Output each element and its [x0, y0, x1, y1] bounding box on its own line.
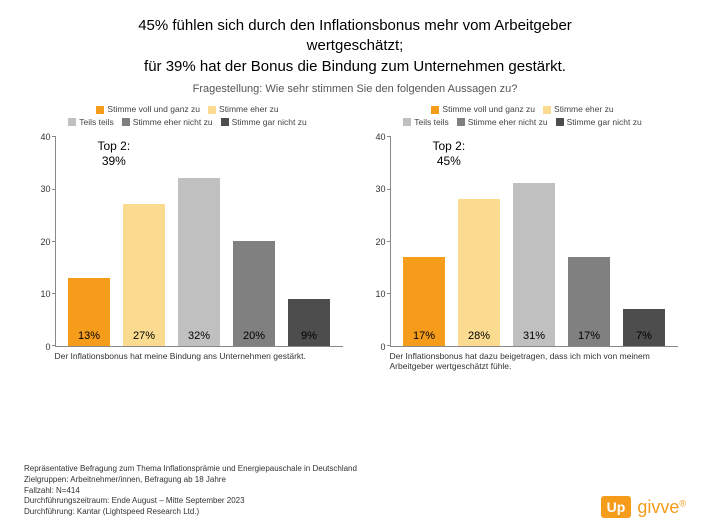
y-axis: 010203040	[368, 137, 390, 347]
legend-item: Stimme eher nicht zu	[122, 116, 213, 129]
footnotes: Repräsentative Befragung zum Thema Infla…	[24, 464, 686, 518]
title-line-2: wertgeschätzt;	[307, 37, 404, 54]
y-tick-label: 30	[40, 184, 50, 194]
legend-label: Stimme gar nicht zu	[232, 117, 307, 127]
brand-logo: Up givve®	[601, 496, 686, 518]
brand-givve-wrap: givve®	[637, 497, 686, 518]
charts-container: Stimme voll und ganz zu Stimme eher zu Tei…	[0, 103, 710, 373]
bar-value-label: 32%	[178, 330, 220, 342]
legend-item: Stimme gar nicht zu	[221, 116, 307, 129]
bars-group: 17% 28% 31% 17% 7%	[391, 137, 678, 346]
title-line-3: für 39% hat der Bonus die Bindung zum Un…	[144, 58, 566, 75]
footnote-line: Repräsentative Befragung zum Thema Infla…	[24, 464, 686, 475]
bar-value-label: 13%	[68, 330, 110, 342]
legend-label: Teils teils	[414, 117, 448, 127]
footer: Repräsentative Befragung zum Thema Infla…	[24, 464, 686, 518]
y-tick-label: 30	[375, 184, 385, 194]
bar: 28%	[458, 199, 500, 346]
legend-item: Stimme voll und ganz zu	[431, 103, 535, 116]
legend-label: Stimme voll und ganz zu	[107, 104, 200, 114]
bar-value-label: 27%	[123, 330, 165, 342]
legend-item: Stimme eher zu	[543, 103, 614, 116]
bar: 32%	[178, 178, 220, 346]
legend-item: Stimme eher nicht zu	[457, 116, 548, 129]
bar: 31%	[513, 183, 555, 346]
bar: 7%	[623, 309, 665, 346]
legend-swatch	[208, 106, 216, 114]
legend-item: Teils teils	[68, 116, 113, 129]
y-tick-label: 10	[40, 289, 50, 299]
bar: 20%	[233, 241, 275, 346]
y-tick-label: 0	[380, 342, 385, 352]
bar-value-label: 31%	[513, 330, 555, 342]
legend-swatch	[96, 106, 104, 114]
y-tick-label: 40	[40, 132, 50, 142]
bar: 17%	[403, 257, 445, 346]
brand-reg: ®	[679, 498, 686, 508]
legend-label: Stimme eher nicht zu	[468, 117, 548, 127]
legend: Stimme voll und ganz zu Stimme eher zu Tei…	[33, 103, 343, 133]
legend-label: Stimme eher zu	[219, 104, 279, 114]
y-tick-label: 40	[375, 132, 385, 142]
plot: Top 2: 39% 13%27%32%20%9%	[55, 137, 343, 347]
bar-value-label: 20%	[233, 330, 275, 342]
legend-swatch	[543, 106, 551, 114]
y-tick-label: 10	[375, 289, 385, 299]
bar-value-label: 28%	[458, 330, 500, 342]
legend-item: Stimme voll und ganz zu	[96, 103, 200, 116]
x-axis-label: Der Inflationsbonus hat dazu beigetragen…	[368, 351, 678, 373]
y-axis: 010203040	[33, 137, 55, 347]
legend-swatch	[431, 106, 439, 114]
y-tick-label: 20	[375, 237, 385, 247]
bar-value-label: 7%	[623, 330, 665, 342]
legend-item: Stimme gar nicht zu	[556, 116, 642, 129]
bar: 27%	[123, 204, 165, 346]
brand-up: Up	[601, 496, 632, 518]
plot-area: 010203040 Top 2: 39% 13%27%32%20%9%	[33, 137, 343, 347]
bar: 13%	[68, 278, 110, 346]
footnote-line: Zielgruppen: Arbeitnehmer/innen, Befragu…	[24, 475, 686, 486]
legend-item: Stimme eher zu	[208, 103, 279, 116]
legend-label: Stimme eher zu	[554, 104, 614, 114]
bars-group: 13% 27% 32% 20% 9%	[56, 137, 343, 346]
bar-value-label: 17%	[568, 330, 610, 342]
legend-swatch	[556, 118, 564, 126]
y-tick-label: 20	[40, 237, 50, 247]
bar-chart: Stimme voll und ganz zu Stimme eher zu Tei…	[368, 103, 678, 373]
bar-chart: Stimme voll und ganz zu Stimme eher zu Tei…	[33, 103, 343, 373]
brand-givve: givve	[637, 497, 679, 517]
footnote-line: Durchführung: Kantar (Lightspeed Researc…	[24, 507, 686, 518]
subtitle: Fragestellung: Wie sehr stimmen Sie den …	[0, 83, 710, 95]
bar: 17%	[568, 257, 610, 346]
footnote-line: Fallzahl: N=414	[24, 486, 686, 497]
legend-label: Stimme voll und ganz zu	[442, 104, 535, 114]
legend-label: Stimme eher nicht zu	[133, 117, 213, 127]
y-tick-label: 0	[45, 342, 50, 352]
plot: Top 2: 45% 17%28%31%17%7%	[390, 137, 678, 347]
legend-item: Teils teils	[403, 116, 448, 129]
bar: 9%	[288, 299, 330, 346]
legend-label: Teils teils	[79, 117, 113, 127]
legend-swatch	[68, 118, 76, 126]
legend: Stimme voll und ganz zu Stimme eher zu Tei…	[368, 103, 678, 133]
legend-swatch	[122, 118, 130, 126]
legend-swatch	[457, 118, 465, 126]
plot-area: 010203040 Top 2: 45% 17%28%31%17%7%	[368, 137, 678, 347]
footnote-line: Durchführungszeitraum: Ende August – Mit…	[24, 496, 686, 507]
legend-swatch	[403, 118, 411, 126]
x-axis-label: Der Inflationsbonus hat meine Bindung an…	[33, 351, 343, 373]
title-line-1: 45% fühlen sich durch den Inflationsbonu…	[138, 17, 572, 34]
legend-swatch	[221, 118, 229, 126]
legend-label: Stimme gar nicht zu	[567, 117, 642, 127]
bar-value-label: 9%	[288, 330, 330, 342]
bar-value-label: 17%	[403, 330, 445, 342]
main-title: 45% fühlen sich durch den Inflationsbonu…	[0, 0, 710, 83]
